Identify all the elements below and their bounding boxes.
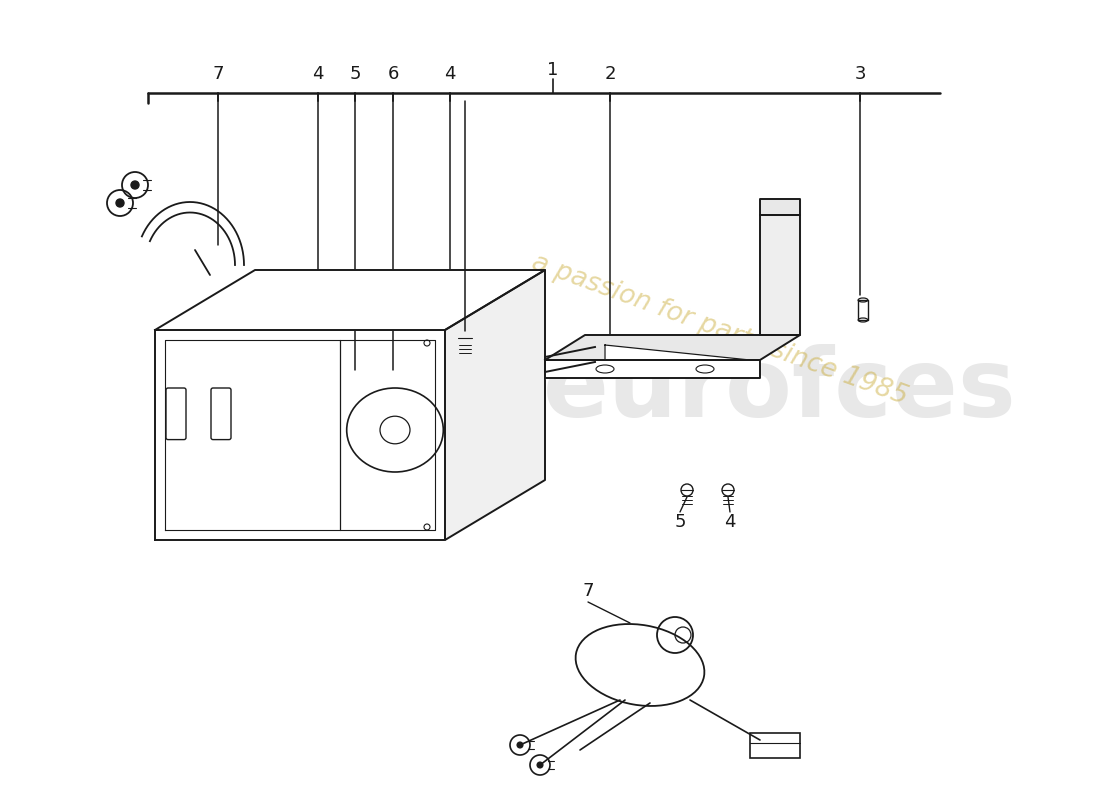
Circle shape	[517, 742, 522, 748]
Bar	[750, 733, 800, 758]
Circle shape	[116, 199, 124, 207]
Text: 5: 5	[674, 513, 685, 531]
Polygon shape	[544, 360, 760, 378]
Text: 4: 4	[724, 513, 736, 531]
Text: 7: 7	[582, 582, 594, 600]
Polygon shape	[446, 270, 544, 540]
Polygon shape	[544, 335, 800, 360]
Text: 4: 4	[444, 65, 455, 83]
Polygon shape	[760, 215, 800, 335]
Text: eurofces: eurofces	[543, 343, 1016, 437]
Text: a passion for parts since 1985: a passion for parts since 1985	[528, 250, 912, 410]
FancyBboxPatch shape	[211, 388, 231, 440]
Text: 6: 6	[387, 65, 398, 83]
Polygon shape	[858, 300, 868, 320]
Circle shape	[537, 762, 543, 768]
Text: 7: 7	[212, 65, 223, 83]
Text: 3: 3	[855, 65, 866, 83]
Circle shape	[131, 181, 139, 189]
Text: 2: 2	[604, 65, 616, 83]
Text: 4: 4	[312, 65, 323, 83]
Polygon shape	[155, 270, 544, 330]
Text: 5: 5	[350, 65, 361, 83]
FancyBboxPatch shape	[166, 388, 186, 440]
Text: 1: 1	[548, 61, 559, 79]
Polygon shape	[605, 345, 750, 360]
Polygon shape	[760, 199, 800, 215]
